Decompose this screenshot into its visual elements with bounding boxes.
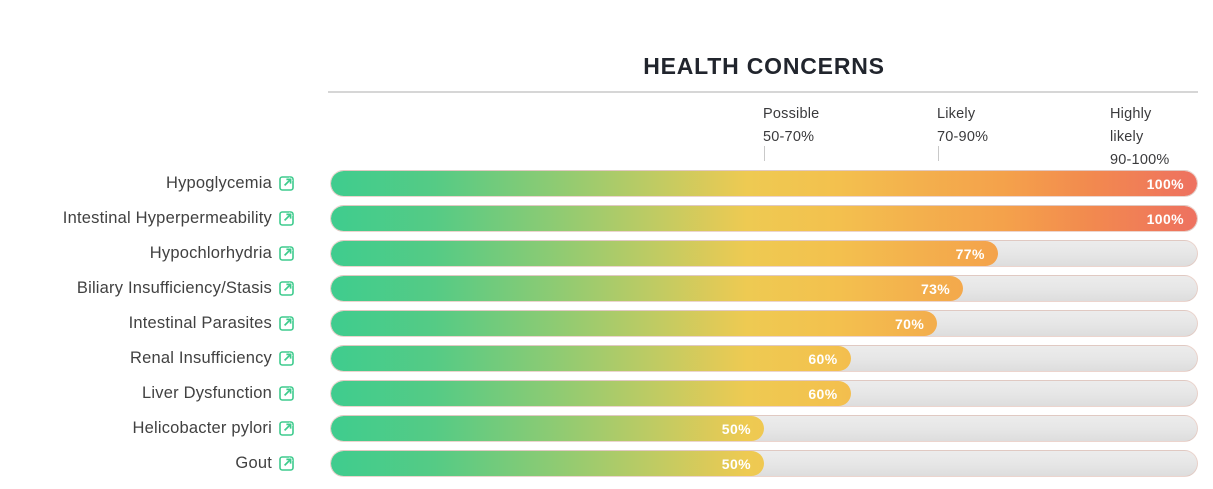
threshold-line: 90-100% [1110, 152, 1170, 168]
concern-label: Renal Insufficiency [130, 349, 272, 367]
chart-row: Liver Dysfunction 60% [0, 380, 1213, 407]
external-link-icon[interactable] [279, 281, 294, 296]
bar-fill: 100% [331, 206, 1197, 231]
chart-row: Gout 50% [0, 450, 1213, 477]
chart-row: Hypochlorhydria 77% [0, 240, 1213, 267]
external-link-icon[interactable] [279, 351, 294, 366]
threshold-tick [938, 146, 939, 161]
bar-value-label: 100% [1146, 210, 1184, 227]
concern-label: Intestinal Hyperpermeability [62, 209, 272, 227]
concern-link[interactable]: Intestinal Hyperpermeability [0, 205, 294, 232]
chart-row: Biliary Insufficiency/Stasis 73% [0, 275, 1213, 302]
bar-track: 100% [330, 205, 1198, 232]
external-link-icon[interactable] [279, 386, 294, 401]
threshold-label: Possible 50-70% [763, 103, 819, 161]
chart-row: Renal Insufficiency 60% [0, 345, 1213, 372]
bar-value-label: 77% [955, 245, 985, 262]
bar-track: 60% [330, 380, 1198, 407]
threshold-label: Likely 70-90% [937, 103, 988, 161]
chart-row: Intestinal Parasites 70% [0, 310, 1213, 337]
bar-fill: 70% [331, 311, 938, 336]
chart-row: Intestinal Hyperpermeability 100% [0, 205, 1213, 232]
bar-track: 73% [330, 275, 1198, 302]
bar-fill: 77% [331, 241, 998, 266]
bar-value-label: 73% [920, 280, 951, 297]
bar-fill: 73% [331, 276, 964, 301]
concern-label: Hypoglycemia [165, 174, 272, 192]
external-link-icon[interactable] [279, 456, 294, 471]
concern-link[interactable]: Hypoglycemia [0, 170, 294, 197]
page-title: HEALTH CONCERNS [643, 53, 885, 79]
bar-fill: 50% [331, 416, 764, 441]
chart-row: Helicobacter pylori 50% [0, 415, 1213, 442]
threshold-lines: Likely 70-90% [937, 103, 988, 149]
threshold-line: Possible [763, 106, 820, 122]
external-link-icon[interactable] [279, 316, 294, 331]
concern-link[interactable]: Biliary Insufficiency/Stasis [0, 275, 294, 302]
header-divider [328, 91, 1198, 93]
bar-value-label: 100% [1146, 175, 1184, 192]
concern-link[interactable]: Hypochlorhydria [0, 240, 294, 267]
external-link-icon[interactable] [279, 421, 294, 436]
concern-label: Liver Dysfunction [142, 384, 272, 402]
concern-link[interactable]: Intestinal Parasites [0, 310, 294, 337]
threshold-line: Highly [1110, 106, 1152, 122]
bar-value-label: 60% [808, 385, 838, 402]
bar-track: 50% [330, 450, 1198, 477]
threshold-line: 70-90% [937, 129, 989, 145]
concern-label: Hypochlorhydria [149, 244, 272, 262]
bar-fill: 100% [331, 171, 1197, 196]
bar-value-label: 50% [721, 420, 751, 437]
threshold-line: 50-70% [763, 129, 815, 145]
bar-fill: 60% [331, 381, 851, 406]
bar-fill: 50% [331, 451, 764, 476]
threshold-line: likely [1110, 129, 1144, 145]
bar-value-label: 50% [721, 455, 751, 472]
concern-label: Helicobacter pylori [132, 419, 272, 437]
concern-link[interactable]: Helicobacter pylori [0, 415, 294, 442]
concern-label: Intestinal Parasites [128, 314, 272, 332]
external-link-icon[interactable] [279, 176, 294, 191]
external-link-icon[interactable] [279, 211, 294, 226]
bar-track: 70% [330, 310, 1198, 337]
bar-track: 77% [330, 240, 1198, 267]
threshold-tick [764, 146, 765, 161]
concern-link[interactable]: Liver Dysfunction [0, 380, 294, 407]
threshold-label: Highly likely 90-100% [1110, 103, 1169, 172]
threshold-lines: Highly likely 90-100% [1110, 103, 1169, 172]
bar-track: 60% [330, 345, 1198, 372]
bar-track: 100% [330, 170, 1198, 197]
rows-container: Hypoglycemia 100% Intestinal Hyperpermea… [0, 170, 1213, 485]
concern-link[interactable]: Gout [0, 450, 294, 477]
concern-label: Biliary Insufficiency/Stasis [76, 279, 272, 297]
external-link-icon[interactable] [279, 246, 294, 261]
bar-value-label: 60% [808, 350, 838, 367]
bar-value-label: 70% [894, 315, 925, 332]
bar-fill: 60% [331, 346, 851, 371]
concern-label: Gout [235, 454, 272, 472]
chart-row: Hypoglycemia 100% [0, 170, 1213, 197]
bar-track: 50% [330, 415, 1198, 442]
threshold-lines: Possible 50-70% [763, 103, 819, 149]
concern-link[interactable]: Renal Insufficiency [0, 345, 294, 372]
threshold-line: Likely [937, 106, 976, 122]
